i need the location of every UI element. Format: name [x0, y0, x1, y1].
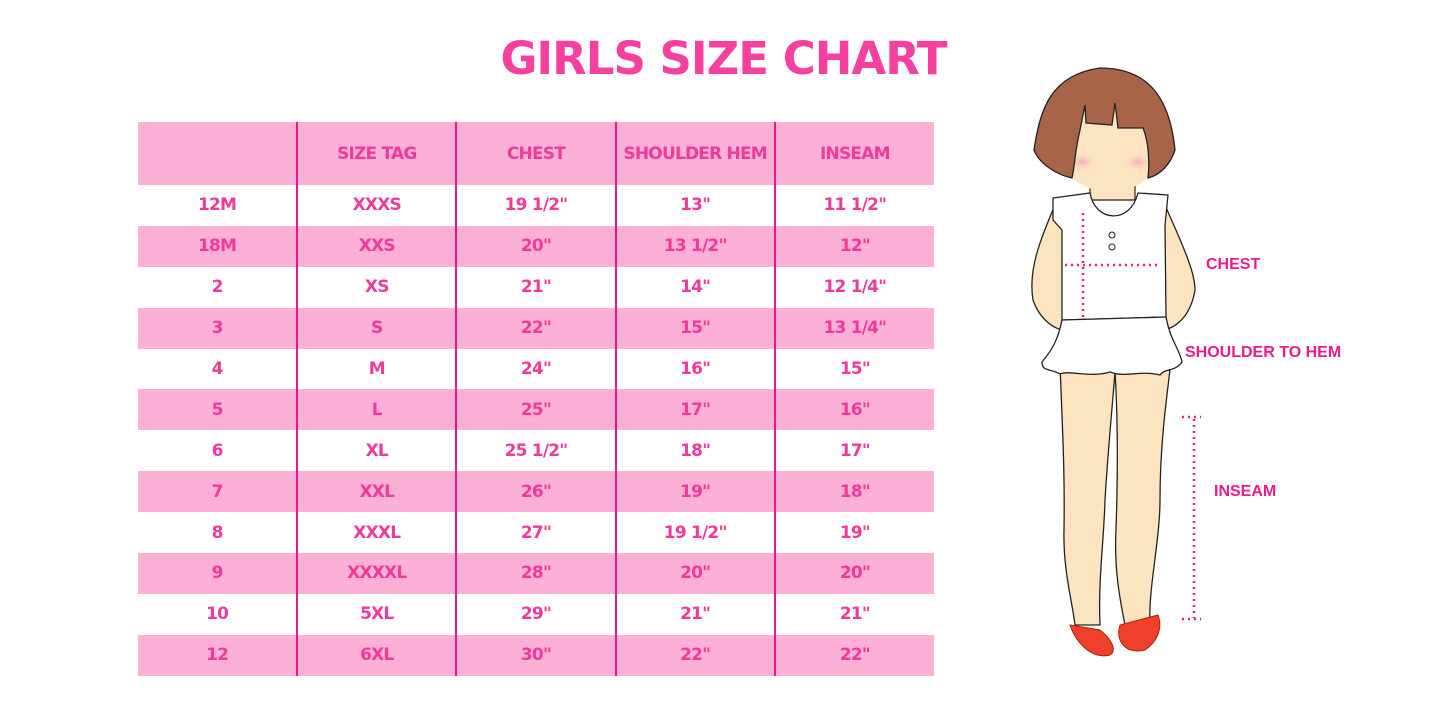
table-cell: 11 1/2" — [773, 185, 934, 226]
table-cell: 19" — [614, 471, 775, 513]
table-cell: 25 1/2" — [455, 430, 616, 472]
table-cell: 19 1/2" — [455, 185, 616, 226]
table-cell: 14" — [614, 266, 775, 308]
table-cell: 7 — [138, 471, 298, 513]
table-cell: 28" — [455, 553, 616, 594]
page-title: GIRLS SIZE CHART — [0, 32, 1445, 85]
table-cell: 30" — [455, 634, 616, 676]
inseam-label: INSEAM — [1214, 483, 1277, 500]
chest-label: CHEST — [1206, 256, 1261, 273]
table-cell: 24" — [455, 348, 616, 390]
table-cell: M — [296, 348, 457, 390]
table-cell: 21" — [773, 593, 934, 635]
table-cell: 18" — [773, 471, 934, 513]
table-row: 12M XXXS 19 1/2" 13" 11 1/2" — [138, 185, 934, 226]
girl-measurement-illustration — [1031, 67, 1201, 657]
shoulder-to-hem-label: SHOULDER TO HEM — [1185, 344, 1342, 361]
table-cell: 5 — [138, 389, 298, 431]
table-row: 3 S 22" 15" 13 1/4" — [138, 307, 934, 349]
title-text: GIRLS SIZE CHART — [500, 32, 947, 85]
table-cell: 21" — [614, 593, 775, 635]
table-row: 2 XS 21" 14" 12 1/4" — [138, 266, 934, 308]
table-cell: XXL — [296, 471, 457, 513]
table-row: 5 L 25" 17" 16" — [138, 389, 934, 431]
table-cell: 18" — [614, 430, 775, 472]
table-row: 4 M 24" 16" 15" — [138, 348, 934, 390]
table-cell: 22" — [614, 634, 775, 676]
table-cell: 6 — [211, 440, 224, 461]
table-cell: 19" — [773, 512, 934, 554]
size-chart-table: SIZE TAG CHEST SHOULDER HEM INSEAM 12M XXXS 1… — [138, 122, 934, 676]
table-cell: 22" — [773, 634, 934, 676]
table-cell: 12M — [198, 195, 237, 216]
table-row: 6 XL 25 1/2" 18" 17" — [138, 430, 934, 472]
table-cell: 12 — [138, 634, 298, 676]
shoes-icon — [1069, 614, 1161, 657]
table-cell: 9 — [138, 553, 298, 594]
table-cell: 13 1/4" — [773, 307, 934, 349]
table-cell: 20" — [773, 553, 934, 594]
table-row: 10 5XL 29" 21" 21" — [138, 593, 934, 635]
table-cell: 15" — [614, 307, 775, 349]
column-header: SHOULDER HEM — [614, 122, 775, 185]
table-cell: XXXS — [296, 185, 457, 226]
table-cell: XL — [296, 430, 457, 472]
table-cell: 12" — [773, 225, 934, 267]
table-cell: 4 — [211, 359, 224, 379]
column-header: INSEAM — [773, 122, 934, 185]
table-cell: 26" — [455, 471, 616, 513]
table-cell: 17" — [773, 430, 934, 472]
column-header: SIZE TAG — [296, 122, 457, 185]
table-cell: 27" — [455, 512, 616, 554]
table-cell: XXXXL — [296, 553, 457, 594]
table-cell: 20" — [614, 553, 775, 594]
table-cell: 17" — [614, 389, 775, 431]
table-cell: 15" — [773, 348, 934, 390]
table-cell: 10 — [206, 604, 229, 625]
table-cell: 16" — [773, 389, 934, 431]
table-cell: 18M — [138, 225, 298, 267]
table-cell: 12 1/4" — [773, 266, 934, 308]
hair — [1033, 67, 1176, 179]
table-cell: 20" — [455, 225, 616, 267]
column-header — [138, 122, 298, 185]
table-cell: 8 — [211, 522, 224, 543]
column-header: CHEST — [455, 122, 616, 185]
table-cell: 29" — [455, 593, 616, 635]
table-row: 18M XXS 20" 13 1/2" 12" — [138, 225, 934, 267]
table-cell: 13 1/2" — [614, 225, 775, 267]
table-cell: 19 1/2" — [614, 512, 775, 554]
table-cell: XS — [296, 266, 457, 308]
table-cell: 2 — [211, 277, 224, 298]
table-cell: 3 — [138, 307, 298, 349]
table-row: 7 XXL 26" 19" 18" — [138, 471, 934, 513]
table-cell: S — [296, 307, 457, 349]
table-cell: XXS — [296, 225, 457, 267]
table-row: 9 XXXXL 28" 20" 20" — [138, 553, 934, 594]
table-row: 12 6XL 30" 22" 22" — [138, 634, 934, 676]
table-cell: XXXL — [296, 512, 457, 554]
table-cell: 16" — [614, 348, 775, 390]
table-row: 8 XXXL 27" 19 1/2" 19" — [138, 512, 934, 554]
table-cell: 13" — [614, 185, 775, 226]
table-cell: 21" — [455, 266, 616, 308]
table-cell: 25" — [455, 389, 616, 431]
table-cell: L — [296, 389, 457, 431]
table-cell: 22" — [455, 307, 616, 349]
table-cell: 6XL — [296, 634, 457, 676]
table-cell: 5XL — [296, 593, 457, 635]
legs — [1059, 364, 1171, 626]
shirt — [1052, 192, 1169, 321]
skirt — [1041, 316, 1183, 376]
table-header-row: SIZE TAG CHEST SHOULDER HEM INSEAM — [138, 122, 934, 185]
